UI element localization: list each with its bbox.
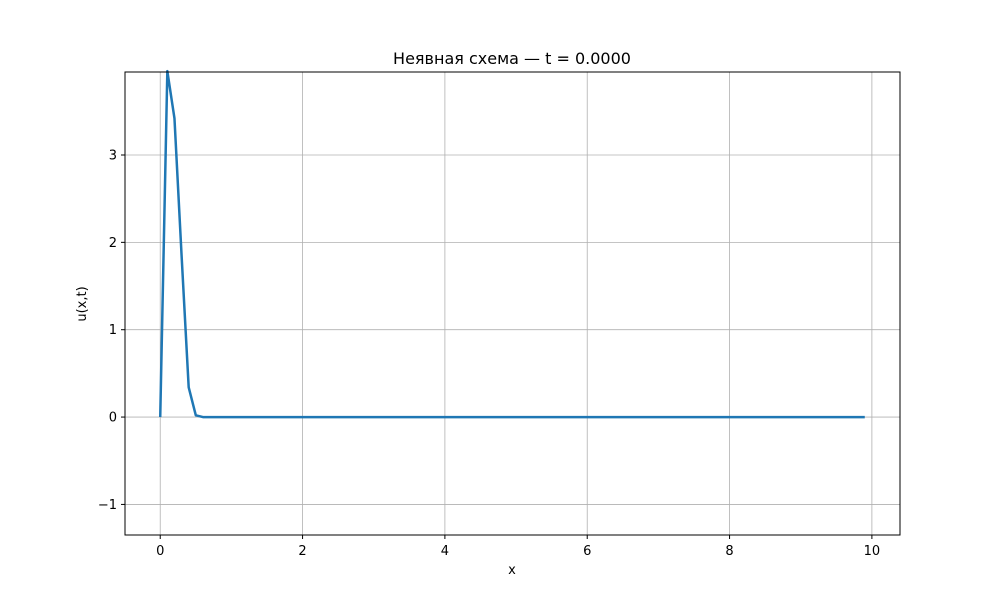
y-tick-label: 2 — [109, 236, 117, 251]
x-axis-label: x — [508, 563, 516, 578]
y-tick-label: −1 — [98, 498, 117, 513]
y-tick-label: 1 — [109, 323, 117, 338]
chart-title: Неявная схема — t = 0.0000 — [393, 49, 631, 68]
y-tick-label: 3 — [109, 148, 117, 163]
grid — [125, 72, 900, 535]
y-tick-label: 0 — [109, 411, 117, 426]
x-tick-label: 2 — [298, 544, 306, 559]
y-axis-ticks: −1 0 1 2 3 — [98, 148, 125, 513]
series-line — [158, 69, 865, 419]
x-tick-label: 8 — [725, 544, 733, 559]
y-axis-label: u(x,t) — [75, 286, 90, 321]
x-tick-label: 6 — [583, 544, 591, 559]
x-tick-label: 4 — [441, 544, 449, 559]
x-tick-label: 0 — [156, 544, 164, 559]
series-layer — [158, 69, 865, 419]
x-axis-ticks: 0 2 4 6 8 10 — [156, 535, 880, 559]
plot-frame — [124, 71, 901, 536]
x-tick-label: 10 — [864, 544, 881, 559]
